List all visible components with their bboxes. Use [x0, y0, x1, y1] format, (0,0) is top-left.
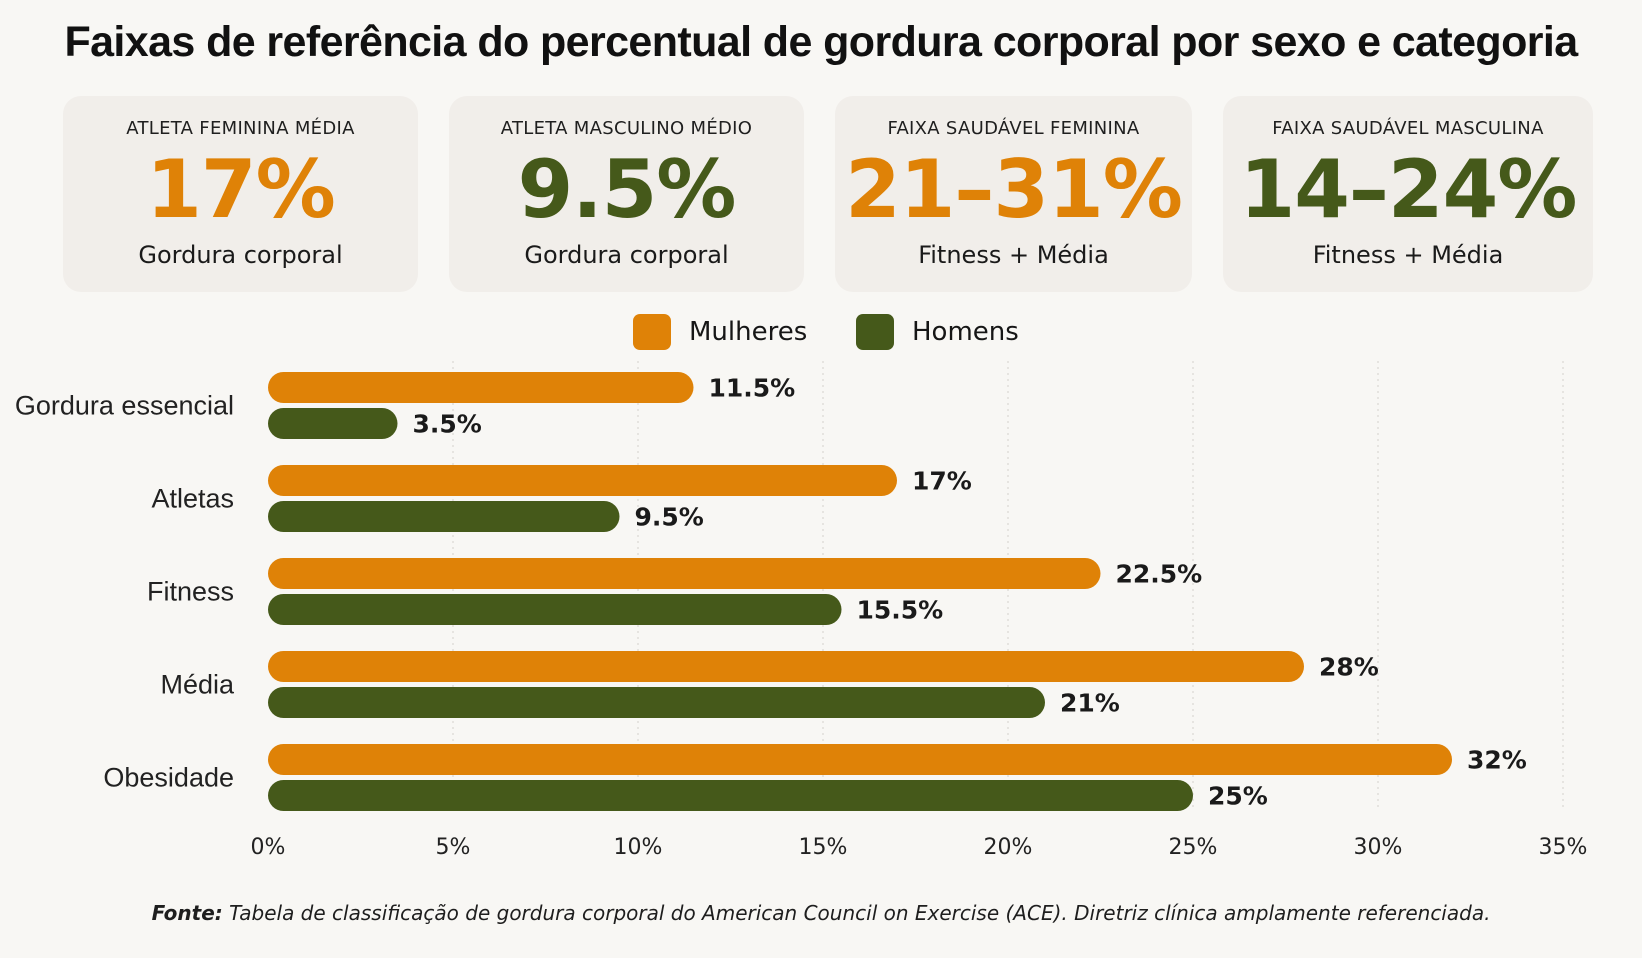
- data-label: 32%: [1467, 746, 1527, 775]
- category-label: Fitness: [147, 577, 234, 607]
- bar: [268, 594, 842, 625]
- card-value: 21–31%: [845, 143, 1183, 236]
- x-tick-label: 25%: [1169, 835, 1218, 860]
- bar: [268, 744, 1452, 775]
- data-label: 21%: [1060, 689, 1120, 718]
- x-tick-label: 0%: [251, 835, 286, 860]
- legend-item-women: Mulheres: [633, 310, 807, 354]
- data-label: 11.5%: [709, 374, 796, 403]
- data-label: 17%: [912, 467, 972, 496]
- legend-swatch-men: [856, 314, 894, 350]
- data-label: 15.5%: [857, 596, 944, 625]
- card-value: 14–24%: [1239, 143, 1578, 236]
- card-sub: Fitness + Média: [918, 241, 1109, 269]
- legend-item-men: Homens: [856, 310, 1019, 354]
- source-note: Fonte: Tabela de classificação de gordur…: [0, 901, 1642, 925]
- bar: [268, 651, 1304, 682]
- card-sub: Gordura corporal: [138, 241, 343, 269]
- card-label: FAIXA SAUDÁVEL FEMININA: [887, 118, 1140, 139]
- data-label: 28%: [1319, 653, 1379, 682]
- data-label: 9.5%: [635, 503, 704, 532]
- card-sub: Gordura corporal: [524, 241, 729, 269]
- bar: [268, 780, 1193, 811]
- card-male-athlete: ATLETA MASCULINO MÉDIO 9.5% Gordura corp…: [449, 96, 804, 292]
- bar: [268, 408, 398, 439]
- data-label: 25%: [1208, 782, 1268, 811]
- source-prefix: Fonte:: [151, 901, 223, 925]
- bar: [268, 687, 1045, 718]
- bar: [268, 372, 694, 403]
- card-label: FAIXA SAUDÁVEL MASCULINA: [1272, 118, 1544, 139]
- bar: [268, 501, 620, 532]
- card-male-healthy-range: FAIXA SAUDÁVEL MASCULINA 14–24% Fitness …: [1223, 96, 1593, 292]
- card-sub: Fitness + Média: [1312, 241, 1504, 269]
- x-tick-label: 10%: [614, 835, 663, 860]
- bar-chart: 0% 5% 10% 15% 20% 25% 30% 35% Gordura essencial 1…: [15, 361, 1588, 860]
- bar: [268, 558, 1101, 589]
- x-tick-label: 30%: [1354, 835, 1403, 860]
- x-tick-label: 20%: [984, 835, 1033, 860]
- x-tick-label: 5%: [436, 835, 471, 860]
- legend-label-men: Homens: [912, 317, 1019, 347]
- category-label: Atletas: [151, 484, 234, 514]
- chart-legend: Mulheres Homens: [0, 310, 1642, 354]
- legend-swatch-women: [633, 314, 671, 350]
- x-tick-label: 35%: [1539, 835, 1588, 860]
- x-tick-label: 15%: [799, 835, 848, 860]
- category-label: Obesidade: [103, 763, 234, 793]
- summary-cards: ATLETA FEMININA MÉDIA 17% Gordura corpor…: [63, 96, 1593, 292]
- card-label: ATLETA FEMININA MÉDIA: [126, 118, 355, 139]
- chart-title: Faixas de referência do percentual de go…: [64, 18, 1578, 66]
- card-label: ATLETA MASCULINO MÉDIO: [500, 118, 753, 139]
- bar: [268, 465, 897, 496]
- data-label: 22.5%: [1116, 560, 1203, 589]
- category-label: Gordura essencial: [15, 391, 234, 421]
- card-value: 17%: [146, 143, 335, 236]
- legend-label-women: Mulheres: [689, 317, 808, 347]
- card-value: 9.5%: [517, 143, 737, 236]
- card-female-healthy-range: FAIXA SAUDÁVEL FEMININA 21–31% Fitness +…: [835, 96, 1192, 292]
- card-female-athlete: ATLETA FEMININA MÉDIA 17% Gordura corpor…: [63, 96, 418, 292]
- data-label: 3.5%: [413, 410, 482, 439]
- category-label: Média: [160, 670, 235, 700]
- source-text: Tabela de classificação de gordura corpo…: [229, 901, 1491, 925]
